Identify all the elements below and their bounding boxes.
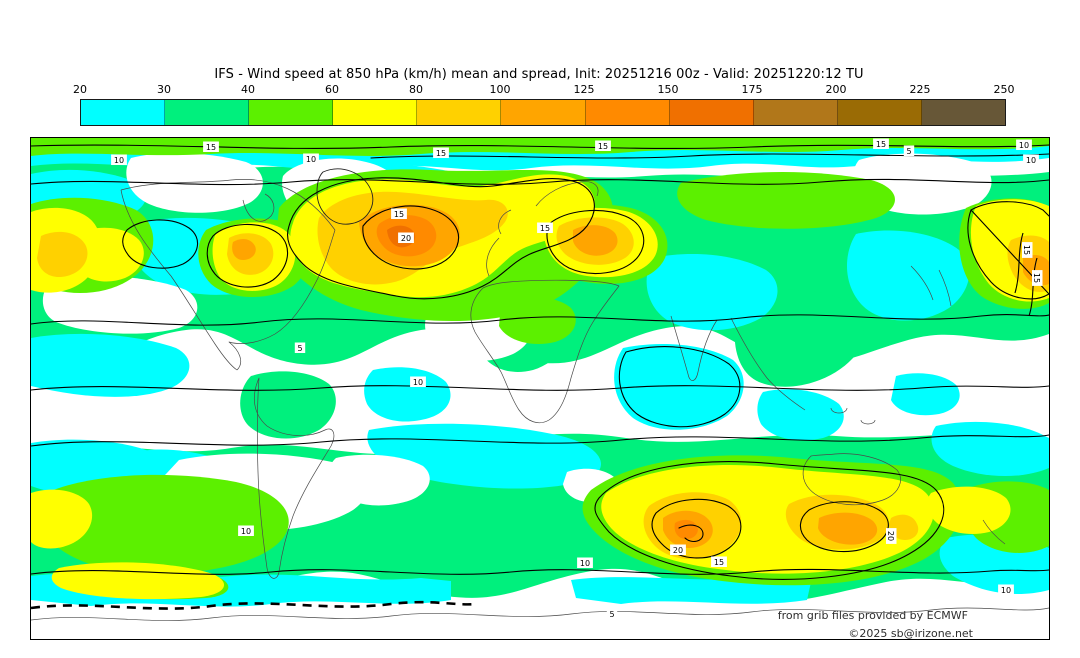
contour-label: 15 — [391, 208, 407, 219]
svg-text:15: 15 — [540, 224, 550, 233]
contour-label: 15 — [873, 138, 889, 149]
colorbar-tick-label: 125 — [573, 83, 595, 96]
svg-text:10: 10 — [580, 559, 590, 568]
contour-label: 15 — [433, 147, 449, 158]
contour-label: 20 — [398, 232, 414, 243]
contour-label: 15 — [1022, 242, 1033, 258]
svg-text:10: 10 — [1026, 156, 1036, 165]
weather-map: 15 15 15 10 10 15 10 5 10 15 20 15 15 15 5 10 10 20 15 20 10… — [30, 137, 1050, 640]
colorbar — [80, 99, 1006, 126]
colorbar-segment-40-60 — [249, 100, 334, 125]
colorbar-segment-20-30 — [81, 100, 166, 125]
contour-label: 10 — [111, 154, 127, 165]
contour-label: 20 — [670, 544, 686, 555]
svg-text:10: 10 — [1019, 141, 1029, 150]
contour-label: 15 — [711, 556, 727, 567]
contour-label: 10 — [238, 525, 254, 536]
colorbar-tick-label: 250 — [993, 83, 1015, 96]
colorbar-tick-labels: 20 30 40 60 80 100 125 150 175 200 225 250 — [73, 83, 1015, 96]
colorbar-segment-100-125 — [501, 100, 586, 125]
svg-text:5: 5 — [609, 610, 614, 619]
contour-label: 20 — [886, 528, 897, 544]
svg-text:15: 15 — [206, 143, 216, 152]
contour-label: 10 — [998, 584, 1014, 595]
colorbar-tick-label: 150 — [657, 83, 679, 96]
svg-text:20: 20 — [886, 531, 895, 541]
svg-text:20: 20 — [673, 546, 683, 555]
colorbar-tick-label: 40 — [241, 83, 255, 96]
colorbar-segment-125-150 — [585, 100, 670, 125]
svg-text:10: 10 — [241, 527, 251, 536]
colorbar-tick-label: 225 — [909, 83, 931, 96]
colorbar-tick-label: 200 — [825, 83, 847, 96]
svg-text:10: 10 — [306, 155, 316, 164]
attribution-copyright: ©2025 sb@irizone.net — [848, 627, 973, 640]
contour-label: 10 — [1023, 154, 1039, 165]
colorbar-segment-200-225 — [837, 100, 922, 125]
colorbar-segment-175-200 — [753, 100, 838, 125]
colorbar-segment-150-175 — [669, 100, 754, 125]
colorbar-tick-label: 100 — [489, 83, 511, 96]
contour-label: 10 — [410, 376, 426, 387]
svg-text:10: 10 — [413, 378, 423, 387]
attribution-source: from grib files provided by ECMWF — [777, 609, 968, 622]
contour-label: 15 — [1032, 270, 1043, 286]
svg-text:15: 15 — [1022, 245, 1031, 255]
contour-label: 10 — [303, 153, 319, 164]
svg-text:15: 15 — [598, 142, 608, 151]
svg-text:15: 15 — [1032, 273, 1041, 283]
svg-text:20: 20 — [401, 234, 411, 243]
colorbar-segment-60-80 — [333, 100, 418, 125]
contour-label: 5 — [903, 145, 915, 156]
colorbar-tick-label: 30 — [157, 83, 171, 96]
contour-label: 5 — [294, 342, 306, 353]
contour-label: 5 — [606, 608, 618, 619]
colorbar-tick-label: 60 — [325, 83, 339, 96]
page-title: IFS - Wind speed at 850 hPa (km/h) mean … — [214, 67, 864, 82]
contour-label: 15 — [595, 140, 611, 151]
contour-label-layer: 15 15 15 10 10 15 10 5 10 15 20 15 15 15 5 10 10 20 15 20 10… — [111, 138, 1043, 619]
contour-label: 15 — [537, 222, 553, 233]
svg-text:10: 10 — [1001, 586, 1011, 595]
svg-text:5: 5 — [297, 344, 302, 353]
colorbar-tick-label: 80 — [409, 83, 423, 96]
contour-label: 10 — [1016, 139, 1032, 150]
coastline-layer — [31, 168, 1049, 621]
svg-text:15: 15 — [436, 149, 446, 158]
svg-text:5: 5 — [906, 147, 911, 156]
colorbar-segment-30-40 — [165, 100, 250, 125]
contour-label: 15 — [203, 141, 219, 152]
colorbar-tick-label: 175 — [741, 83, 763, 96]
svg-text:15: 15 — [876, 140, 886, 149]
contour-label: 10 — [577, 557, 593, 568]
svg-text:15: 15 — [394, 210, 404, 219]
svg-text:15: 15 — [714, 558, 724, 567]
colorbar-tick-label: 20 — [73, 83, 87, 96]
colorbar-segment-80-100 — [417, 100, 502, 125]
svg-text:10: 10 — [114, 156, 124, 165]
colorbar-segment-225-250 — [921, 100, 1006, 125]
